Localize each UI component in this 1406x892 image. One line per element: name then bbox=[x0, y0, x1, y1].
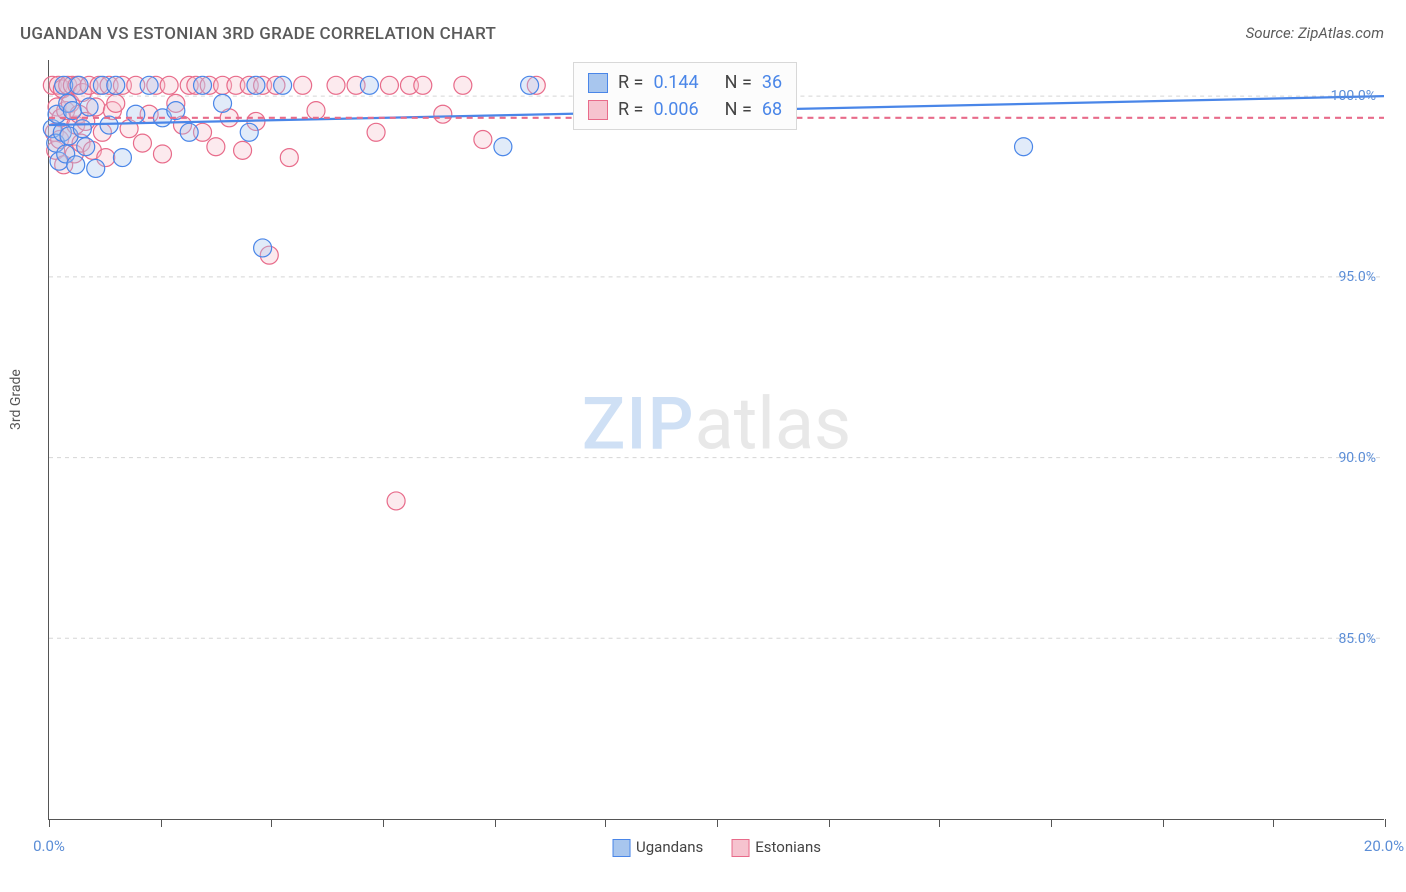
stat-r-value: 0.006 bbox=[653, 96, 698, 123]
stat-n-label: N = bbox=[725, 96, 752, 123]
data-point-ugandans bbox=[70, 76, 88, 94]
data-point-estonians bbox=[234, 141, 252, 159]
x-tick bbox=[1385, 819, 1386, 827]
stat-swatch bbox=[588, 73, 608, 93]
scatter-plot-svg bbox=[49, 60, 1384, 819]
x-tick bbox=[829, 819, 830, 827]
data-point-estonians bbox=[133, 134, 151, 152]
data-point-ugandans bbox=[360, 76, 378, 94]
x-tick bbox=[271, 819, 272, 827]
data-point-estonians bbox=[474, 131, 492, 149]
data-point-estonians bbox=[207, 138, 225, 156]
data-point-ugandans bbox=[240, 123, 258, 141]
x-tick bbox=[1051, 819, 1052, 827]
data-point-estonians bbox=[454, 76, 472, 94]
legend-item-ugandans: Ugandans bbox=[612, 838, 703, 857]
x-tick bbox=[939, 819, 940, 827]
y-tick-label: 100.0% bbox=[1331, 88, 1376, 104]
y-tick-label: 95.0% bbox=[1338, 269, 1376, 285]
data-point-ugandans bbox=[107, 76, 125, 94]
data-point-estonians bbox=[280, 149, 298, 167]
data-point-ugandans bbox=[127, 105, 145, 123]
x-tick bbox=[495, 819, 496, 827]
legend: Ugandans Estonians bbox=[612, 838, 821, 857]
data-point-ugandans bbox=[494, 138, 512, 156]
data-point-ugandans bbox=[140, 76, 158, 94]
legend-label-ugandans: Ugandans bbox=[636, 838, 703, 856]
x-tick-label-min: 0.0% bbox=[33, 837, 65, 855]
data-point-estonians bbox=[367, 123, 385, 141]
legend-swatch-estonians bbox=[731, 839, 749, 857]
stat-n-label: N = bbox=[725, 69, 752, 96]
source-attribution: Source: ZipAtlas.com bbox=[1246, 24, 1384, 42]
x-tick bbox=[383, 819, 384, 827]
data-point-ugandans bbox=[214, 94, 232, 112]
data-point-estonians bbox=[414, 76, 432, 94]
data-point-ugandans bbox=[521, 76, 539, 94]
x-tick-label-max: 20.0% bbox=[1364, 837, 1404, 855]
data-point-ugandans bbox=[247, 76, 265, 94]
data-point-ugandans bbox=[274, 76, 292, 94]
x-tick bbox=[605, 819, 606, 827]
x-tick bbox=[1273, 819, 1274, 827]
stat-r-label: R = bbox=[618, 69, 643, 96]
data-point-ugandans bbox=[180, 123, 198, 141]
legend-swatch-ugandans bbox=[612, 839, 630, 857]
data-point-estonians bbox=[153, 145, 171, 163]
y-tick-label: 90.0% bbox=[1338, 450, 1376, 466]
data-point-estonians bbox=[380, 76, 398, 94]
stat-row-ugandans: R = 0.144 N = 36 bbox=[588, 69, 782, 96]
data-point-ugandans bbox=[67, 156, 85, 174]
data-point-ugandans bbox=[194, 76, 212, 94]
stat-row-estonians: R = 0.006 N = 68 bbox=[588, 96, 782, 123]
legend-item-estonians: Estonians bbox=[731, 838, 821, 857]
data-point-estonians bbox=[434, 105, 452, 123]
data-point-estonians bbox=[387, 492, 405, 510]
x-tick bbox=[49, 819, 50, 827]
stat-swatch bbox=[588, 100, 608, 120]
y-axis-label: 3rd Grade bbox=[8, 369, 24, 430]
data-point-ugandans bbox=[113, 149, 131, 167]
plot-area: ZIPatlas 85.0%90.0%95.0%100.0% R =0.144N… bbox=[48, 60, 1384, 820]
x-tick bbox=[1163, 819, 1164, 827]
stat-n-value: 36 bbox=[762, 69, 782, 96]
x-tick bbox=[161, 819, 162, 827]
correlation-stat-box: R = 0.144 N = 36 R = 0.006 N = 68 bbox=[573, 62, 797, 130]
data-point-estonians bbox=[327, 76, 345, 94]
data-point-estonians bbox=[294, 76, 312, 94]
stat-r-value: 0.144 bbox=[653, 69, 698, 96]
data-point-ugandans bbox=[254, 239, 272, 257]
legend-label-estonians: Estonians bbox=[755, 838, 821, 856]
data-point-ugandans bbox=[77, 138, 95, 156]
stat-n-value: 68 bbox=[762, 96, 782, 123]
data-point-ugandans bbox=[1015, 138, 1033, 156]
chart-title: UGANDAN VS ESTONIAN 3RD GRADE CORRELATIO… bbox=[20, 24, 496, 44]
stat-r-label: R = bbox=[618, 96, 643, 123]
data-point-estonians bbox=[107, 94, 125, 112]
data-point-ugandans bbox=[87, 159, 105, 177]
x-tick bbox=[717, 819, 718, 827]
data-point-ugandans bbox=[73, 120, 91, 138]
y-tick-label: 85.0% bbox=[1338, 631, 1376, 647]
data-point-ugandans bbox=[80, 98, 98, 116]
data-point-estonians bbox=[160, 76, 178, 94]
